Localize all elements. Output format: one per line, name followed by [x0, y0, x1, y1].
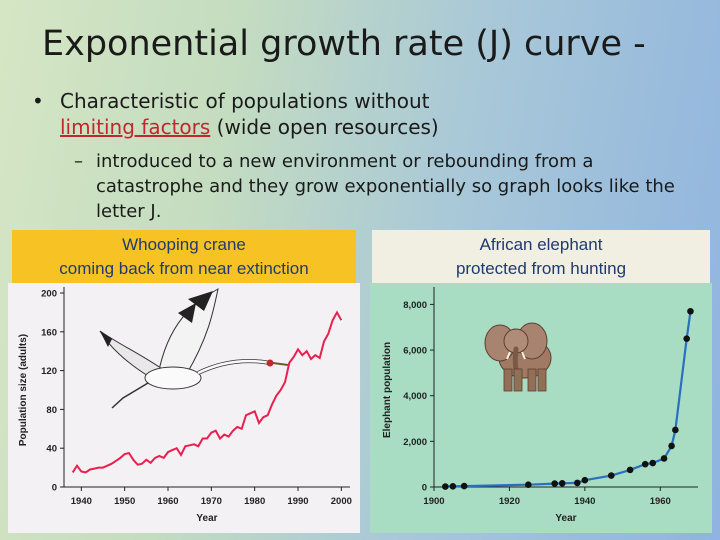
y-tick-label: 0 — [52, 483, 57, 494]
y-tick-label: 160 — [41, 327, 57, 338]
data-point — [672, 426, 679, 434]
y-tick-label: 120 — [41, 366, 57, 377]
y-tick-label: 200 — [41, 289, 57, 300]
bullet-text: Characteristic of populations without li… — [60, 88, 672, 140]
data-point — [607, 472, 615, 479]
data-point — [558, 480, 566, 487]
y-tick-label: 0 — [422, 483, 427, 494]
x-tick-label: 1980 — [244, 496, 265, 507]
x-tick-label: 1950 — [114, 496, 135, 507]
elephant-leg — [503, 368, 513, 392]
data-point — [668, 442, 675, 450]
chart-background — [370, 283, 712, 533]
bullet-dot: • — [32, 89, 44, 113]
data-point — [660, 455, 668, 462]
crane-body — [144, 366, 202, 390]
data-point — [649, 459, 657, 467]
y-tick-label: 2,000 — [403, 437, 427, 448]
data-point — [442, 483, 449, 490]
crane-wing-upper — [157, 288, 219, 376]
crane-neck — [197, 359, 271, 375]
series-line — [71, 310, 343, 474]
limiting-factors-link[interactable]: limiting factors — [60, 115, 211, 139]
elephant-caption-line2: protected from hunting — [455, 259, 627, 278]
y-tick-label: 8,000 — [403, 300, 427, 311]
bullet-text-before: Characteristic of populations without — [60, 89, 430, 113]
x-tick-label: 1990 — [287, 496, 308, 507]
x-tick-label: 1960 — [157, 496, 178, 507]
data-point — [687, 307, 694, 315]
data-point — [581, 476, 589, 484]
data-point — [641, 460, 649, 468]
bullet-text-after: (wide open resources) — [210, 115, 439, 139]
crane-caption-line2: coming back from near extinction — [59, 259, 309, 278]
elephant-caption: African elephant protected from hunting — [372, 230, 710, 286]
y-tick-label: 40 — [46, 444, 57, 455]
elephant-leg — [513, 368, 523, 392]
whooping-crane-illustration — [99, 288, 289, 409]
bullet-point: • Characteristic of populations without … — [32, 88, 672, 140]
x-tick-label: 1940 — [574, 496, 595, 507]
elephant-leg — [537, 368, 547, 392]
y-tick-label: 80 — [46, 405, 57, 416]
crane-wingtip-lower — [100, 331, 112, 347]
slide-title: Exponential growth rate (J) curve - — [42, 24, 646, 64]
y-tick-label: 6,000 — [403, 346, 427, 357]
crane-caption-line1: Whooping crane — [122, 235, 246, 254]
y-axis-label: Elephant population — [382, 342, 393, 438]
elephant-caption-line1: African elephant — [479, 235, 603, 254]
x-axis-label: Year — [555, 513, 576, 524]
elephant-population-chart: 0 2,000 4,000 6,000 8,000 1900 1920 1940 1960 Yea… — [370, 283, 712, 533]
x-tick-label: 1960 — [650, 496, 671, 507]
elephant-leg — [527, 368, 537, 392]
x-axis-label: Year — [196, 513, 217, 524]
crane-population-chart: 0 40 80 120 160 200 1940 1950 1960 1970 1980 1990 20… — [8, 283, 360, 533]
data-point — [683, 335, 690, 342]
crane-head — [266, 359, 274, 367]
x-tick-label: 1940 — [71, 496, 92, 507]
x-tick-label: 1900 — [423, 496, 444, 507]
data-point — [626, 466, 634, 474]
crane-wingtip — [178, 291, 213, 323]
data-point — [449, 483, 457, 490]
x-tick-label: 1920 — [499, 496, 520, 507]
sub-bullet-dash: – — [74, 151, 83, 172]
x-tick-label: 2000 — [331, 496, 352, 507]
sub-bullet-text: introduced to a new environment or rebou… — [96, 151, 675, 222]
x-tick-label: 1970 — [201, 496, 222, 507]
data-point — [574, 479, 581, 487]
elephant-tusks — [506, 351, 526, 360]
crane-beak — [272, 362, 289, 366]
data-point — [460, 482, 468, 490]
data-point — [524, 481, 532, 489]
y-tick-label: 4,000 — [403, 391, 427, 402]
y-axis-label: Population size (adults) — [18, 334, 29, 446]
sub-bullet: – introduced to a new environment or reb… — [74, 149, 694, 224]
crane-legs — [111, 382, 149, 409]
crane-caption: Whooping crane coming back from near ext… — [12, 230, 356, 286]
elephant-illustration — [484, 322, 552, 392]
data-point — [551, 480, 558, 487]
